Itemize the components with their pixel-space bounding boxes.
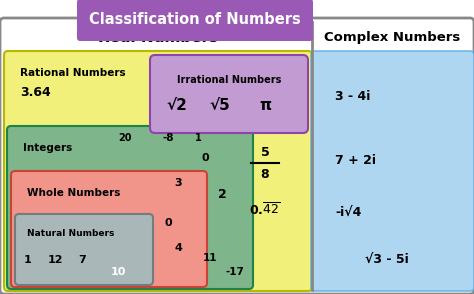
FancyBboxPatch shape xyxy=(15,214,153,285)
Text: 0: 0 xyxy=(201,153,209,163)
Text: Whole Numbers: Whole Numbers xyxy=(27,188,120,198)
Text: 1: 1 xyxy=(24,255,32,265)
Text: 0.$\overline{42}$: 0.$\overline{42}$ xyxy=(249,202,281,218)
Text: Real Numbers: Real Numbers xyxy=(98,31,218,46)
Text: 8: 8 xyxy=(261,168,269,181)
Text: 5: 5 xyxy=(261,146,269,160)
Text: 20: 20 xyxy=(118,133,132,143)
Text: 2: 2 xyxy=(218,188,227,201)
Text: 4: 4 xyxy=(174,243,182,253)
Text: Classification of Numbers: Classification of Numbers xyxy=(89,13,301,28)
Text: 1: 1 xyxy=(195,133,201,143)
Text: Natural Numbers: Natural Numbers xyxy=(27,230,114,238)
Text: √3 - 5i: √3 - 5i xyxy=(365,253,409,266)
Text: √5: √5 xyxy=(210,98,230,113)
Text: -8: -8 xyxy=(162,133,174,143)
Text: 7: 7 xyxy=(78,255,86,265)
Text: Irrational Numbers: Irrational Numbers xyxy=(177,75,281,85)
FancyBboxPatch shape xyxy=(0,18,474,294)
FancyBboxPatch shape xyxy=(150,55,308,133)
FancyBboxPatch shape xyxy=(7,126,253,289)
Text: 0: 0 xyxy=(164,218,172,228)
FancyBboxPatch shape xyxy=(11,171,207,287)
Text: Integers: Integers xyxy=(23,143,72,153)
Text: 3 - 4i: 3 - 4i xyxy=(335,91,370,103)
Text: -i√4: -i√4 xyxy=(335,206,361,220)
FancyBboxPatch shape xyxy=(4,51,312,291)
Text: 3: 3 xyxy=(174,178,182,188)
Text: √2: √2 xyxy=(166,98,187,113)
Text: 10: 10 xyxy=(110,267,126,277)
Text: π: π xyxy=(259,98,271,113)
Text: 7 + 2i: 7 + 2i xyxy=(335,153,376,166)
Text: Rational Numbers: Rational Numbers xyxy=(20,68,126,78)
Text: 11: 11 xyxy=(203,253,217,263)
Text: -17: -17 xyxy=(226,267,245,277)
FancyBboxPatch shape xyxy=(77,0,313,41)
Text: 12: 12 xyxy=(47,255,63,265)
Text: Complex Numbers: Complex Numbers xyxy=(324,31,460,44)
FancyBboxPatch shape xyxy=(311,51,474,291)
Text: 3.64: 3.64 xyxy=(20,86,51,99)
